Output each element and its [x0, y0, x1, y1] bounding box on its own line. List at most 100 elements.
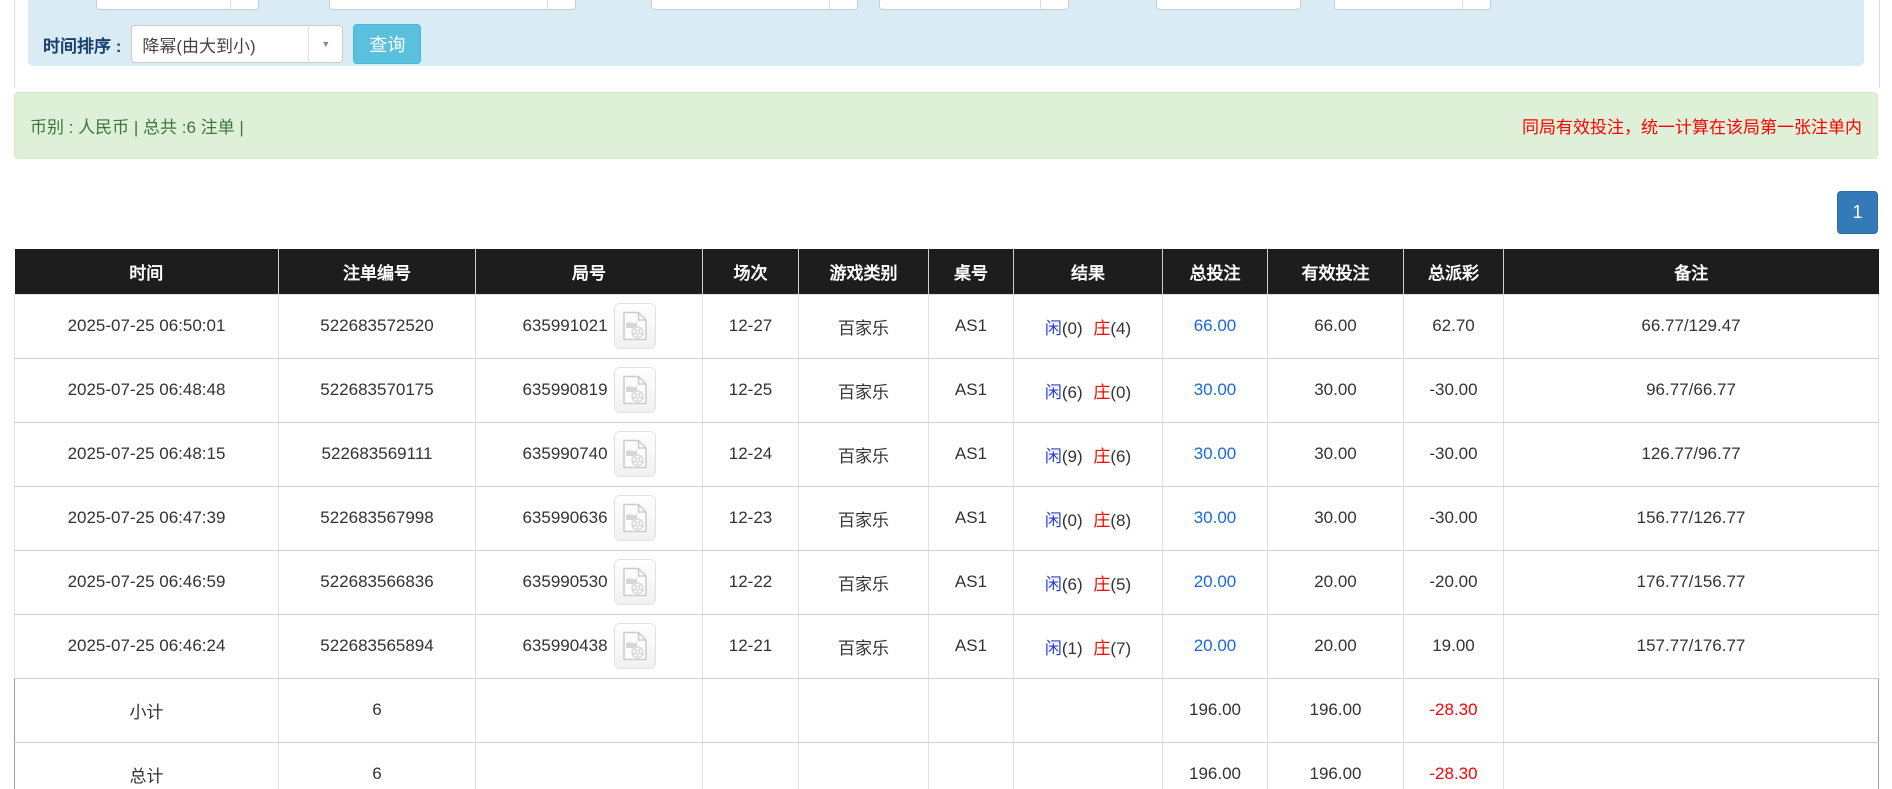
- cell-round-id: 635990438: [475, 613, 703, 679]
- result-banker-label: 庄: [1093, 446, 1111, 466]
- cell-result: 闲(9) 庄(6): [1013, 421, 1163, 487]
- filter-input-3-addon[interactable]: [829, 0, 857, 9]
- round-id-text: 635990438: [522, 636, 608, 655]
- cell-session: 12-22: [702, 549, 799, 615]
- cell-game-type: 百家乐: [798, 421, 929, 487]
- filter-input-2-addon[interactable]: [547, 0, 575, 9]
- pagination-page-1[interactable]: 1: [1837, 191, 1878, 234]
- cell-valid-bet: 20.00: [1267, 613, 1404, 679]
- result-banker-label: 庄: [1093, 574, 1111, 594]
- table-header-row: 时间 注单编号 局号 场次 游戏类别 桌号 结果 总投注 有效投注 总派彩 备注: [14, 249, 1879, 294]
- video-replay-button[interactable]: [613, 303, 656, 349]
- cell-total-bet: 66.00: [1162, 293, 1268, 359]
- cell-round-id: 635990819: [475, 357, 703, 423]
- filter-input-2[interactable]: [330, 0, 547, 9]
- result-banker-count: (0): [1110, 382, 1132, 402]
- cell-game-type: 百家乐: [798, 293, 929, 359]
- cell-round-id: 635990530: [475, 549, 703, 615]
- cell-remark: 66.77/129.47: [1503, 293, 1879, 359]
- round-id-text: 635990636: [522, 508, 608, 527]
- bet-records-table: 时间 注单编号 局号 场次 游戏类别 桌号 结果 总投注 有效投注 总派彩 备注…: [14, 249, 1879, 789]
- cell-game-type: 百家乐: [798, 549, 929, 615]
- header-bet-id: 注单编号: [278, 249, 476, 294]
- header-round-id: 局号: [475, 249, 703, 294]
- cell-total-bet: 30.00: [1162, 357, 1268, 423]
- table-row: 2025-07-25 06:48:48 522683570175 6359908…: [14, 357, 1879, 423]
- filter-input-4[interactable]: [880, 0, 1040, 9]
- video-replay-button[interactable]: [613, 623, 656, 669]
- cell-time: 2025-07-25 06:50:01: [14, 293, 279, 359]
- total-bet-link[interactable]: 30.00: [1193, 508, 1237, 527]
- header-remark: 备注: [1503, 249, 1879, 294]
- result-player-count: (1): [1061, 638, 1083, 658]
- filter-input-6-addon[interactable]: [1462, 0, 1490, 9]
- cell-result: 闲(6) 庄(5): [1013, 549, 1163, 615]
- result-player-count: (9): [1061, 446, 1083, 466]
- video-file-icon: [622, 503, 647, 533]
- result-banker-label: 庄: [1093, 382, 1111, 402]
- cell-payout: 19.00: [1403, 613, 1504, 679]
- total-bet-link[interactable]: 30.00: [1193, 444, 1237, 463]
- cell-result: 闲(6) 庄(0): [1013, 357, 1163, 423]
- cell-table-no: AS1: [928, 357, 1014, 423]
- cell-result: 闲(0) 庄(8): [1013, 485, 1163, 551]
- header-game-type: 游戏类别: [798, 249, 929, 294]
- result-player-count: (6): [1061, 382, 1083, 402]
- cell-payout: -30.00: [1403, 421, 1504, 487]
- cell-valid-bet: 66.00: [1267, 293, 1404, 359]
- filter-input-group-3: [651, 0, 858, 10]
- filter-panel: 时间排序 : 降幂(由大到小) ▼ 查询: [28, 0, 1864, 66]
- video-replay-button[interactable]: [613, 495, 656, 541]
- table-row: 2025-07-25 06:48:15 522683569111 6359907…: [14, 421, 1879, 487]
- cell-time: 2025-07-25 06:46:24: [14, 613, 279, 679]
- cell-payout: -30.00: [1403, 485, 1504, 551]
- sort-order-label: 时间排序 :: [43, 36, 122, 56]
- video-replay-button[interactable]: [613, 559, 656, 605]
- cell-bet-id: 522683565894: [278, 613, 476, 679]
- filter-input-1-addon[interactable]: [230, 0, 258, 9]
- filter-input-5[interactable]: [1157, 0, 1300, 9]
- chevron-down-icon[interactable]: ▼: [308, 26, 342, 62]
- header-table-no: 桌号: [928, 249, 1014, 294]
- cell-game-type: 百家乐: [798, 357, 929, 423]
- subtotal-count: 6: [278, 677, 476, 743]
- sort-order-select[interactable]: 降幂(由大到小) ▼: [131, 25, 344, 63]
- total-bet-link[interactable]: 20.00: [1193, 572, 1237, 591]
- cell-valid-bet: 30.00: [1267, 485, 1404, 551]
- cell-table-no: AS1: [928, 421, 1014, 487]
- cell-payout: 62.70: [1403, 293, 1504, 359]
- cell-time: 2025-07-25 06:46:59: [14, 549, 279, 615]
- header-payout: 总派彩: [1403, 249, 1504, 294]
- table-row: 2025-07-25 06:46:24 522683565894 6359904…: [14, 613, 1879, 679]
- video-replay-button[interactable]: [613, 367, 656, 413]
- total-bet-link[interactable]: 66.00: [1193, 316, 1237, 335]
- total-bet-link[interactable]: 30.00: [1193, 380, 1237, 399]
- video-file-icon: [622, 631, 647, 661]
- cell-time: 2025-07-25 06:48:15: [14, 421, 279, 487]
- cell-remark: 156.77/126.77: [1503, 485, 1879, 551]
- filter-input-6[interactable]: [1335, 0, 1462, 9]
- header-result: 结果: [1013, 249, 1163, 294]
- cell-table-no: AS1: [928, 613, 1014, 679]
- cell-game-type: 百家乐: [798, 613, 929, 679]
- result-player-count: (0): [1061, 318, 1083, 338]
- grand-total-total-bet: 196.00: [1162, 741, 1268, 789]
- video-file-icon: [622, 311, 647, 341]
- filter-input-3[interactable]: [652, 0, 829, 9]
- cell-valid-bet: 30.00: [1267, 421, 1404, 487]
- video-replay-button[interactable]: [613, 431, 656, 477]
- cell-total-bet: 30.00: [1162, 485, 1268, 551]
- cell-time: 2025-07-25 06:48:48: [14, 357, 279, 423]
- filter-input-1[interactable]: [97, 0, 230, 9]
- result-banker-count: (5): [1110, 574, 1132, 594]
- table-body: 2025-07-25 06:50:01 522683572520 6359910…: [14, 293, 1879, 679]
- filter-input-4-addon[interactable]: [1040, 0, 1068, 9]
- total-bet-link[interactable]: 20.00: [1193, 636, 1237, 655]
- cell-remark: 157.77/176.77: [1503, 613, 1879, 679]
- cell-round-id: 635990740: [475, 421, 703, 487]
- cell-remark: 126.77/96.77: [1503, 421, 1879, 487]
- subtotal-valid-bet: 196.00: [1267, 677, 1404, 743]
- subtotal-row: 小计 6 196.00 196.00 -28.30: [14, 677, 1879, 743]
- query-button[interactable]: 查询: [353, 24, 422, 64]
- result-player-label: 闲: [1044, 638, 1062, 658]
